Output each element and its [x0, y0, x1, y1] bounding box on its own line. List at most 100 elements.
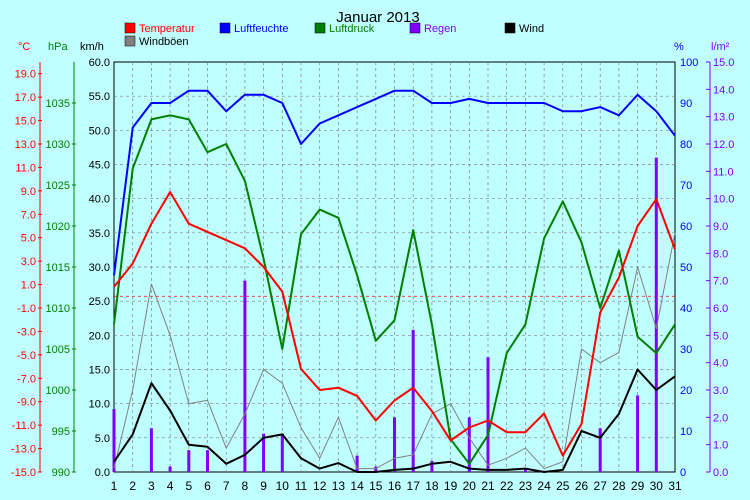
rain-tick: 1.0	[713, 440, 728, 452]
temperature-tick: -11.0	[12, 420, 36, 432]
temperature-tick: 13.0	[15, 139, 36, 151]
series-line-temperatur	[113, 191, 676, 457]
humidity-tick: 0	[680, 467, 686, 479]
legend-swatch	[124, 35, 136, 47]
pressure-tick: 1010	[46, 303, 70, 315]
legend-swatch	[124, 22, 136, 34]
pressure-tick: 1030	[46, 139, 70, 151]
x-tick-label: 30	[650, 479, 664, 493]
legend-swatch	[314, 22, 326, 34]
plot-area	[112, 61, 676, 473]
legend-label: Luftfeuchte	[234, 23, 288, 35]
temperature-tick: 3.0	[21, 256, 36, 268]
x-tick-label: 22	[500, 479, 514, 493]
legend-label: Regen	[424, 23, 456, 35]
rain-tick: 6.0	[713, 303, 728, 315]
series-line-luftfeuchte	[113, 89, 676, 276]
humidity-tick: 80	[680, 139, 692, 151]
rain-tick: 0.0	[713, 467, 728, 479]
x-tick-label: 27	[594, 479, 608, 493]
rain-tick: 2.0	[713, 412, 728, 424]
rain-bar	[430, 461, 434, 472]
wind-tick: 20.0	[89, 330, 110, 342]
x-tick-label: 19	[444, 479, 458, 493]
rain-tick: 8.0	[713, 248, 728, 260]
x-tick-label: 29	[631, 479, 645, 493]
x-tick-label: 1	[111, 479, 118, 493]
right-axes: 100908070605040302010015.014.013.012.011…	[680, 57, 734, 479]
x-tick-label: 9	[260, 479, 267, 493]
temperature-tick: 17.0	[15, 92, 36, 104]
temperature-tick: 1.0	[21, 280, 36, 292]
legend-swatch	[504, 22, 516, 34]
wind-tick: 40.0	[89, 194, 110, 206]
rain-bar	[262, 433, 266, 472]
rain-tick: 10.0	[713, 194, 734, 206]
x-tick-label: 20	[463, 479, 477, 493]
humidity-tick: 60	[680, 221, 692, 233]
wind-tick: 5.0	[95, 433, 110, 445]
rain-tick: 5.0	[713, 330, 728, 342]
x-tick-label: 14	[350, 479, 364, 493]
rain-bar	[149, 428, 153, 472]
legend-label: Windböen	[139, 36, 189, 48]
temperature-tick: 11.0	[15, 162, 36, 174]
rain-bar	[112, 409, 116, 472]
rain-bar	[168, 466, 172, 472]
rain-tick: 7.0	[713, 276, 728, 288]
pressure-tick: 1020	[46, 221, 70, 233]
temperature-tick: 9.0	[21, 186, 36, 198]
rain-bar	[206, 450, 209, 472]
x-tick-label: 10	[276, 479, 290, 493]
humidity-tick: 20	[680, 385, 692, 397]
humidity-tick: 30	[680, 344, 692, 356]
rain-tick: 12.0	[713, 139, 734, 151]
temperature-tick: -9.0	[17, 397, 36, 409]
wind-tick: 25.0	[89, 296, 110, 308]
humidity-tick: 90	[680, 98, 692, 110]
wind-unit: km/h	[80, 41, 104, 53]
pressure-tick: 1005	[46, 344, 70, 356]
x-tick-label: 11	[295, 479, 308, 493]
chart-title: Januar 2013	[336, 9, 419, 26]
temperature-tick: 5.0	[21, 233, 36, 245]
wind-tick: 15.0	[89, 365, 110, 377]
rain-bar	[374, 466, 378, 472]
series-line-wind	[113, 368, 676, 473]
humidity-tick: 10	[680, 426, 692, 438]
x-tick-label: 3	[148, 479, 155, 493]
temperature-tick: 19.0	[15, 69, 36, 81]
temperature-tick: -7.0	[17, 373, 36, 385]
pressure-tick: 1015	[46, 262, 70, 274]
x-tick-label: 31	[668, 479, 682, 493]
rain-bar	[243, 280, 247, 472]
rain-bar	[654, 157, 658, 472]
rain-tick: 4.0	[713, 358, 728, 370]
humidity-unit: %	[674, 41, 684, 53]
rain-bar	[636, 395, 640, 472]
rain-tick: 3.0	[713, 385, 728, 397]
rain-bar	[467, 417, 471, 472]
x-tick-label: 16	[388, 479, 402, 493]
rain-bar	[187, 450, 191, 472]
x-tick-label: 8	[242, 479, 249, 493]
x-tick-label: 2	[129, 479, 136, 493]
axis-unit-labels: °C hPa km/h% l/m²	[18, 41, 730, 53]
x-tick-label: 4	[167, 479, 174, 493]
temperature-tick: -15.0	[11, 467, 36, 479]
pressure-unit: hPa	[48, 41, 68, 53]
x-axis-tick-labels: 1 2 3 4 5 6 7 8 9 10 11 12 13 14 15 16 17 18 19 20 21 22 23 24 2…	[111, 479, 682, 493]
series-line-windböen	[113, 232, 676, 470]
legend-label: Temperatur	[139, 23, 195, 35]
x-tick-label: 18	[425, 479, 439, 493]
temperature-tick: -5.0	[17, 350, 36, 362]
wind-tick: 35.0	[89, 228, 110, 240]
humidity-tick: 100	[680, 57, 698, 69]
humidity-tick: 70	[680, 180, 692, 192]
x-tick-label: 24	[537, 479, 551, 493]
temperature-tick: 7.0	[21, 209, 36, 221]
x-tick-label: 26	[575, 479, 589, 493]
rain-tick: 13.0	[713, 112, 734, 124]
pressure-tick: 1025	[46, 180, 70, 192]
